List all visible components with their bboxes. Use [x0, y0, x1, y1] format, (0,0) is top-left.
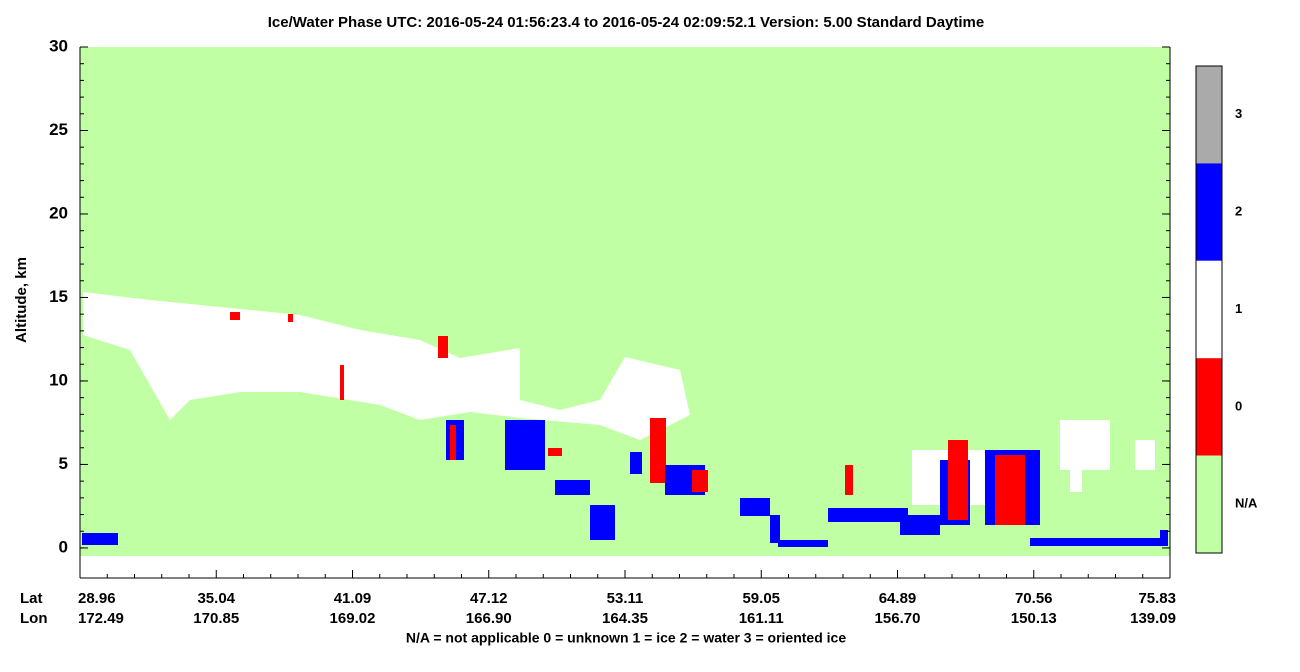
x-tick-lat: 28.96 [78, 590, 116, 607]
water-patch [590, 505, 615, 540]
colorbar-label: 1 [1235, 301, 1242, 316]
unknown-patch [692, 470, 708, 492]
colorbar-segment [1196, 163, 1222, 261]
lat-label: Lat [20, 590, 43, 607]
water-patch [900, 515, 940, 535]
x-tick-lat: 41.09 [334, 590, 372, 607]
x-tick-lon: 150.13 [1011, 610, 1057, 627]
x-tick-lon: 166.90 [466, 610, 512, 627]
water-patch [828, 508, 908, 522]
y-tick-label: 20 [49, 203, 68, 222]
colorbar-label: 0 [1235, 398, 1242, 413]
x-tick-lon: 169.02 [330, 610, 376, 627]
ice-cloud [1070, 470, 1082, 492]
unknown-patch [340, 365, 344, 400]
water-patch [555, 480, 590, 495]
colorbar-label: 2 [1235, 204, 1242, 219]
water-patch [630, 452, 642, 474]
x-tick-lon: 172.49 [78, 610, 124, 627]
water-patch [82, 533, 118, 545]
unknown-patch [288, 314, 293, 322]
x-tick-lat: 70.56 [1015, 590, 1053, 607]
water-patch [740, 498, 770, 516]
unknown-patch [230, 312, 240, 320]
x-tick-lat: 64.89 [879, 590, 917, 607]
y-tick-label: 15 [49, 287, 68, 306]
water-patch [505, 420, 545, 470]
y-axis-label: Altitude, km [13, 257, 30, 343]
ice-cloud [1135, 440, 1155, 470]
water-patch [1160, 530, 1168, 540]
colorbar-frame [1195, 65, 1223, 554]
ice-cloud [83, 292, 690, 440]
chart-title: Ice/Water Phase UTC: 2016-05-24 01:56:23… [268, 14, 984, 31]
water-patch [1030, 538, 1168, 546]
colorbar-segment [1196, 260, 1222, 359]
lon-label: Lon [20, 610, 48, 627]
y-tick-label: 30 [49, 36, 68, 55]
x-tick-lat: 75.83 [1138, 590, 1176, 607]
y-tick-label: 25 [49, 120, 68, 139]
colorbar-segment [1196, 358, 1222, 456]
phase-patches [82, 312, 1168, 547]
unknown-patch [948, 440, 968, 520]
colorbar-segment [1196, 455, 1222, 553]
water-patch [778, 540, 828, 547]
unknown-patch [845, 465, 853, 495]
x-tick-lon: 161.11 [739, 610, 784, 627]
water-patch [770, 515, 780, 543]
footer-legend: N/A = not applicable 0 = unknown 1 = ice… [406, 630, 846, 646]
x-tick-lat: 53.11 [607, 590, 644, 607]
unknown-patch [450, 425, 456, 460]
x-tick-lon: 139.09 [1130, 610, 1176, 627]
y-tick-label: 10 [49, 370, 68, 389]
colorbar-segment [1196, 66, 1222, 164]
unknown-patch [548, 448, 562, 456]
unknown-patch [438, 336, 448, 358]
y-tick-label: 5 [59, 454, 68, 473]
x-tick-lon: 164.35 [602, 610, 648, 627]
x-tick-lat: 59.05 [742, 590, 780, 607]
x-tick-lon: 156.70 [875, 610, 921, 627]
x-tick-lat: 47.12 [470, 590, 508, 607]
colorbar-label: 3 [1235, 106, 1242, 121]
unknown-patch [995, 455, 1025, 525]
x-tick-lon: 170.85 [193, 610, 239, 627]
ice-cloud [1060, 420, 1110, 470]
y-tick-label: 0 [59, 537, 68, 556]
unknown-patch [650, 418, 666, 483]
x-tick-lat: 35.04 [197, 590, 235, 607]
colorbar-label: N/A [1235, 496, 1258, 511]
